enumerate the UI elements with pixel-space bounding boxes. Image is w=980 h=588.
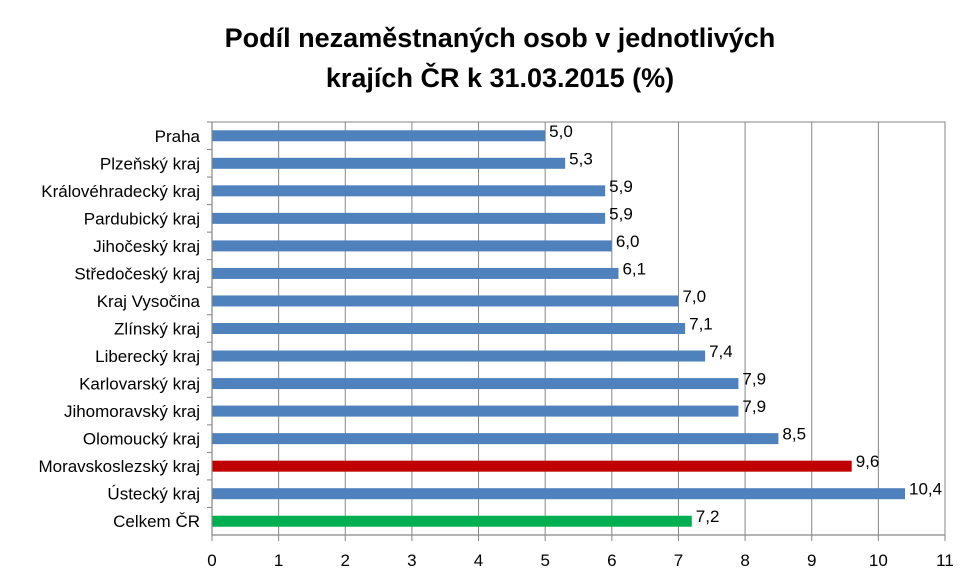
x-tick-label: 0 — [207, 551, 216, 570]
x-tick-label: 5 — [540, 551, 549, 570]
value-label: 9,6 — [856, 452, 880, 471]
bar — [212, 515, 692, 527]
category-label: Pardubický kraj — [84, 209, 200, 228]
x-tick-label: 1 — [274, 551, 283, 570]
value-label: 7,1 — [689, 315, 713, 334]
x-tick-label: 6 — [607, 551, 616, 570]
value-label: 6,0 — [616, 232, 640, 251]
chart-title-line-1: Podíl nezaměstnaných osob v jednotlivých — [224, 23, 776, 53]
chart-title: Podíl nezaměstnaných osob v jednotlivých… — [140, 18, 860, 98]
category-label: Karlovarský kraj — [79, 375, 200, 394]
category-label: Moravskoslezský kraj — [38, 457, 200, 476]
category-label: Jihomoravský kraj — [64, 402, 200, 421]
value-label: 6,1 — [622, 259, 646, 278]
bar — [212, 433, 779, 445]
value-label: 8,5 — [782, 425, 806, 444]
category-label: Praha — [155, 127, 201, 146]
bar — [212, 405, 739, 417]
bar — [212, 240, 612, 252]
category-label: Zlínský kraj — [114, 320, 200, 339]
category-label: Královéhradecký kraj — [41, 182, 200, 201]
value-label: 7,9 — [742, 397, 766, 416]
bar — [212, 323, 686, 334]
bar — [212, 378, 739, 390]
value-label: 7,2 — [696, 507, 720, 526]
bar — [212, 488, 906, 500]
x-tick-label: 8 — [740, 551, 749, 570]
value-label: 7,4 — [709, 342, 733, 361]
category-label: Jihočeský kraj — [93, 237, 200, 256]
bar — [212, 212, 606, 224]
category-label: Kraj Vysočina — [97, 292, 201, 311]
bar — [212, 267, 619, 279]
x-tick-label: 7 — [674, 551, 683, 570]
bar — [212, 157, 566, 169]
value-label: 7,0 — [682, 287, 706, 306]
bar — [212, 460, 852, 472]
value-label: 5,9 — [609, 177, 633, 196]
value-label: 7,9 — [742, 370, 766, 389]
category-label: Celkem ČR — [113, 512, 200, 531]
x-tick-label: 11 — [936, 551, 954, 570]
bar — [212, 350, 706, 362]
category-label: Olomoucký kraj — [83, 430, 200, 449]
x-tick-label: 2 — [341, 551, 350, 570]
bar — [212, 130, 546, 142]
category-label: Plzeňský kraj — [100, 154, 200, 173]
value-label: 5,3 — [569, 149, 593, 168]
category-label: Středočeský kraj — [74, 264, 200, 283]
bar — [212, 185, 606, 197]
category-label: Liberecký kraj — [95, 347, 200, 366]
value-label: 10,4 — [909, 480, 942, 499]
x-tick-label: 9 — [807, 551, 816, 570]
chart-title-line-2: krajích ČR k 31.03.2015 (%) — [325, 63, 675, 93]
x-tick-label: 3 — [407, 551, 416, 570]
x-tick-label: 10 — [869, 551, 888, 570]
value-label: 5,0 — [549, 122, 573, 141]
category-label: Ústecký kraj — [107, 485, 200, 504]
x-tick-label: 4 — [474, 551, 483, 570]
bar — [212, 295, 679, 307]
value-label: 5,9 — [609, 204, 633, 223]
